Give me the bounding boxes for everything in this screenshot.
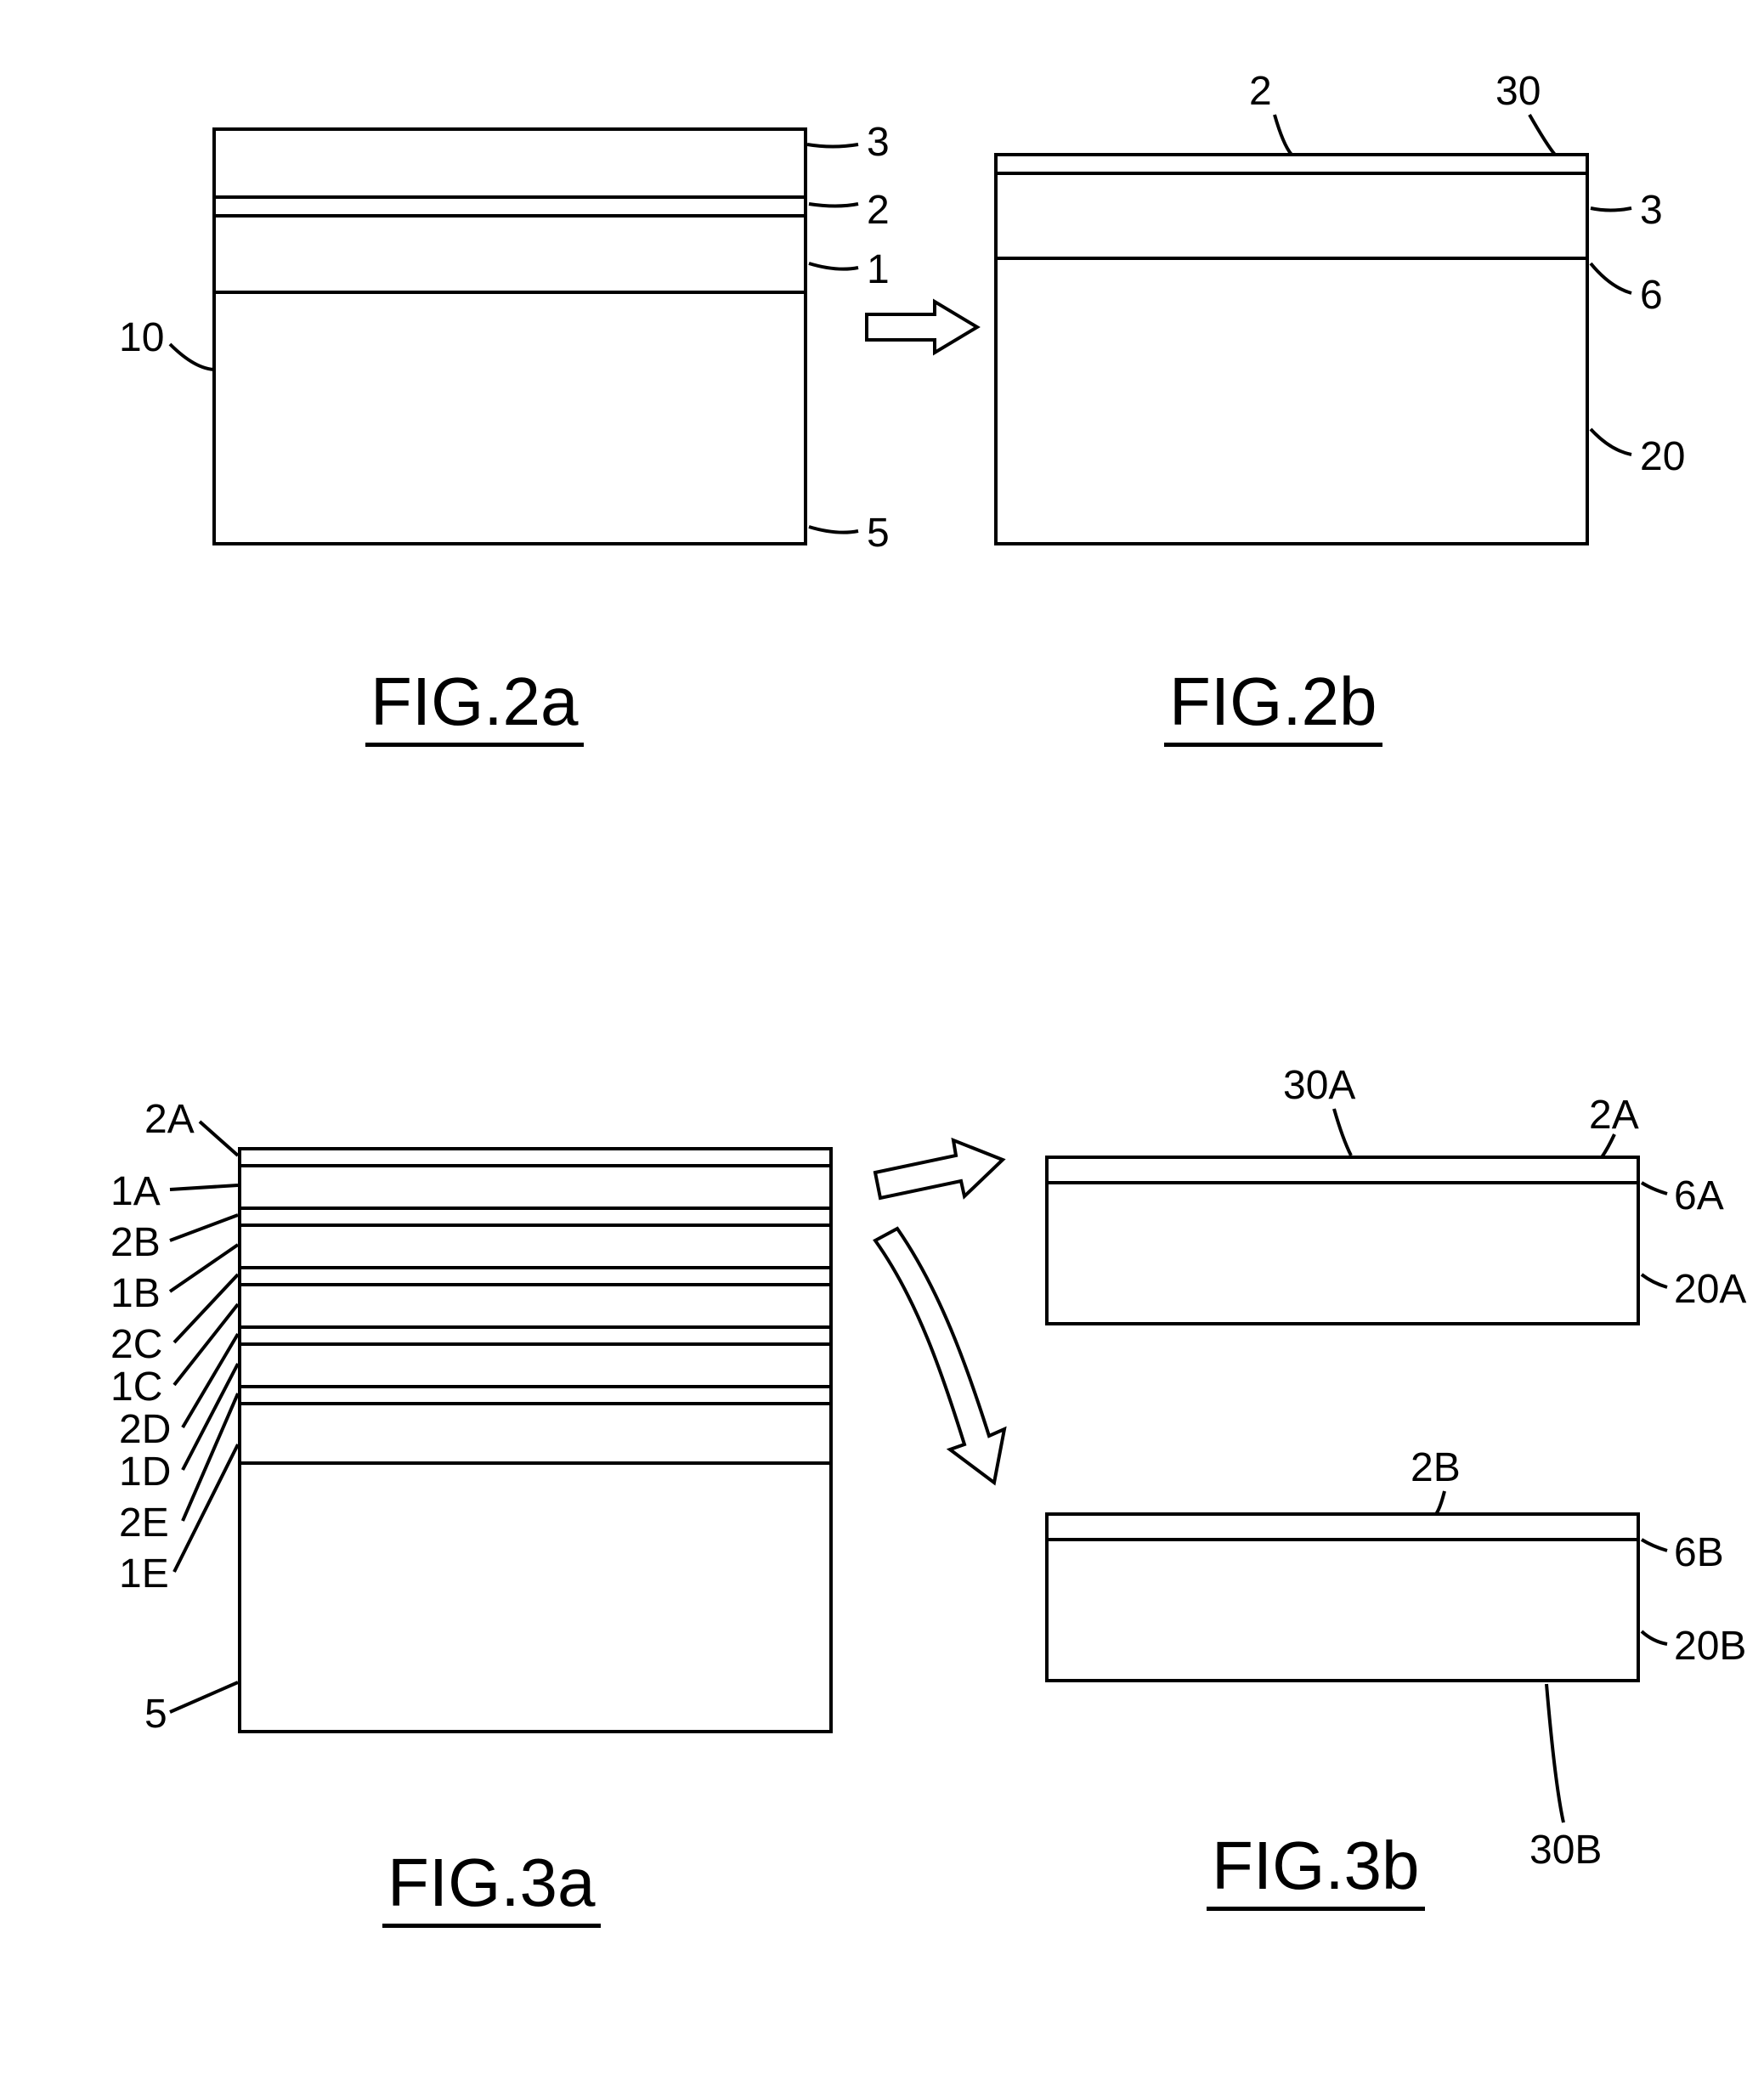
fig3a-layer-2B (238, 1207, 833, 1223)
fig3b-bottom-layer-20B (1045, 1538, 1640, 1682)
fig3a-layer-5 (238, 1461, 833, 1733)
fig3a-stack (238, 1147, 833, 1733)
fig2a-layer-1 (212, 214, 807, 291)
fig2a-stack (212, 127, 807, 545)
ref-20: 20 (1640, 433, 1685, 480)
fig3a-caption: FIG.3a (382, 1844, 601, 1928)
fig3a-layer-1D (238, 1342, 833, 1385)
fig3a-layer-2D (238, 1325, 833, 1342)
fig2b-caption: FIG.2b (1164, 663, 1382, 747)
ref-2B: 2B (110, 1219, 161, 1266)
ref-6: 6 (1640, 272, 1663, 319)
ref-2A: 2A (144, 1096, 195, 1143)
fig3a-layer-1A (238, 1164, 833, 1207)
fig3a-layer-1C (238, 1283, 833, 1325)
fig3a-layer-2E (238, 1385, 833, 1402)
fig2b-layer-20 (994, 257, 1589, 545)
ref-1A: 1A (110, 1168, 161, 1215)
fig2a-layer-5 (212, 291, 807, 545)
ref-2b-2: 2 (1249, 68, 1272, 115)
fig2a-caption: FIG.2a (365, 663, 584, 747)
ref-5b: 5 (144, 1691, 167, 1738)
ref-2C: 2C (110, 1321, 162, 1368)
ref-10: 10 (119, 314, 164, 361)
ref-30: 30 (1495, 68, 1541, 115)
ref-1E: 1E (119, 1551, 169, 1597)
fig3a-layer-1B (238, 1223, 833, 1266)
fig3a-layer-1E (238, 1402, 833, 1461)
fig3a-layer-2C (238, 1266, 833, 1283)
ref-1: 1 (867, 246, 890, 293)
ref-20B: 20B (1674, 1623, 1746, 1670)
fig3b-top-layer-20A (1045, 1181, 1640, 1325)
ref-3: 3 (867, 119, 890, 166)
fig3b-bottom-stack (1045, 1512, 1640, 1682)
ref-20A: 20A (1674, 1266, 1746, 1313)
ref-30A: 30A (1283, 1062, 1355, 1109)
fig3b-caption: FIG.3b (1207, 1827, 1425, 1911)
ref-3b-2A: 2A (1589, 1092, 1639, 1139)
ref-2b-3: 3 (1640, 187, 1663, 234)
ref-2: 2 (867, 187, 890, 234)
fig2b-layer-2 (994, 153, 1589, 172)
ref-2D: 2D (119, 1406, 171, 1453)
page: 3 2 1 5 10 2 30 3 6 20 2A 1A 2B 1B 2C 1C… (34, 34, 1764, 2040)
ref-1C: 1C (110, 1364, 162, 1410)
ref-3b-2B: 2B (1411, 1444, 1461, 1491)
fig2b-stack (994, 153, 1589, 545)
fig3b-top-layer-2A (1045, 1156, 1640, 1181)
fig2a-layer-3 (212, 127, 807, 195)
ref-6A: 6A (1674, 1173, 1724, 1219)
ref-2E: 2E (119, 1500, 169, 1546)
ref-30B: 30B (1529, 1827, 1602, 1873)
ref-5: 5 (867, 510, 890, 557)
fig2a-layer-2 (212, 195, 807, 214)
ref-1B: 1B (110, 1270, 161, 1317)
fig2b-layer-3 (994, 172, 1589, 257)
fig3b-bottom-layer-2B (1045, 1512, 1640, 1538)
ref-1D: 1D (119, 1449, 171, 1495)
ref-6B: 6B (1674, 1529, 1724, 1576)
fig3b-top-stack (1045, 1156, 1640, 1325)
fig3a-layer-2A (238, 1147, 833, 1164)
